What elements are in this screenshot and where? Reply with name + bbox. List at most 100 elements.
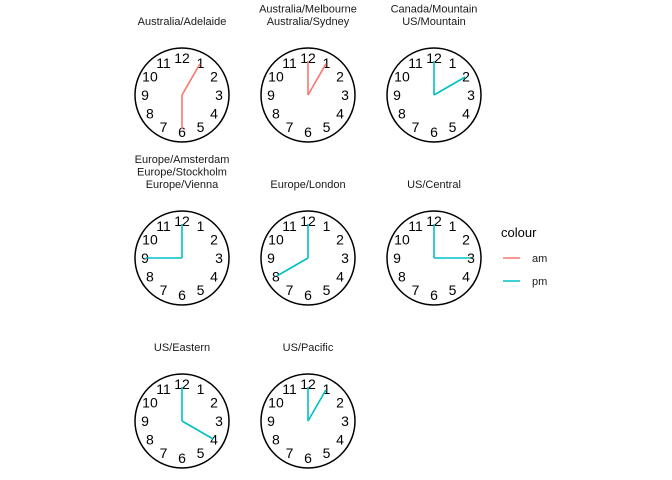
legend: colour am pm: [501, 225, 547, 288]
clock-number: 8: [272, 432, 280, 448]
panel-title-line: US/Central: [407, 179, 461, 191]
clock-number: 12: [300, 50, 316, 66]
clock-number: 2: [210, 232, 218, 248]
clock-number: 12: [174, 376, 190, 392]
clock-number: 3: [215, 250, 223, 266]
clock-number: 9: [141, 413, 149, 429]
clock-number: 7: [160, 282, 168, 298]
clock-number: 10: [142, 395, 158, 411]
clock-number: 5: [323, 119, 331, 135]
clock-number: 2: [210, 69, 218, 85]
clock-number: 8: [272, 106, 280, 122]
clock-number: 8: [146, 432, 154, 448]
legend-title: colour: [501, 225, 537, 240]
clock-number: 7: [160, 119, 168, 135]
clock-number: 1: [197, 381, 205, 397]
panel-title-line: Europe/Stockholm: [137, 167, 227, 179]
clock-number: 3: [215, 413, 223, 429]
panel-title-line: Australia/Melbourne: [259, 4, 357, 16]
panel-title-line: Europe/Amsterdam: [135, 154, 230, 166]
clock-dial: [134, 47, 230, 143]
panel-title-line: Canada/Mountain: [391, 4, 478, 16]
clock-number: 5: [197, 445, 205, 461]
clock-number: 11: [282, 218, 297, 234]
clock-number: 1: [197, 218, 205, 234]
clock-dial: [260, 47, 356, 143]
clock-number: 8: [272, 269, 280, 285]
clock-number: 6: [304, 124, 312, 140]
clock-number: 1: [323, 55, 331, 71]
legend-label: am: [532, 253, 547, 265]
clock-number: 10: [268, 232, 284, 248]
clock-number: 12: [174, 50, 190, 66]
clock-number: 12: [300, 376, 316, 392]
clock-dial: [386, 210, 482, 306]
clock-number: 9: [267, 250, 275, 266]
clock-number: 8: [146, 106, 154, 122]
clock-number: 11: [156, 55, 171, 71]
clock-number: 5: [449, 119, 457, 135]
clock-number: 7: [286, 445, 294, 461]
clock-number: 5: [197, 282, 205, 298]
clock-number: 3: [467, 87, 475, 103]
clock-number: 12: [426, 213, 442, 229]
clock-number: 4: [462, 106, 470, 122]
clock-number: 4: [210, 269, 218, 285]
clock-number: 11: [156, 218, 171, 234]
clock-number: 11: [408, 218, 423, 234]
clock-number: 1: [197, 55, 205, 71]
clock-number: 8: [398, 106, 406, 122]
panel-title-line: Europe/Vienna: [146, 179, 219, 191]
clock-number: 5: [197, 119, 205, 135]
clock-number: 10: [142, 232, 158, 248]
clock-number: 2: [336, 395, 344, 411]
clock-number: 9: [393, 87, 401, 103]
clock-number: 7: [286, 119, 294, 135]
panel-title-line: Europe/London: [270, 179, 345, 191]
clock-number: 7: [286, 282, 294, 298]
clock-number: 9: [267, 413, 275, 429]
clock-number: 9: [267, 87, 275, 103]
clock-number: 4: [336, 269, 344, 285]
clock-number: 11: [282, 381, 297, 397]
clock-number: 2: [336, 69, 344, 85]
legend-label: pm: [532, 276, 547, 288]
clock-dial: [260, 373, 356, 469]
hour-hand: [181, 63, 201, 96]
clock-dial: [134, 373, 230, 469]
clock-number: 10: [268, 395, 284, 411]
hour-hand: [307, 389, 327, 422]
clock-number: 4: [462, 269, 470, 285]
clock-number: 6: [178, 124, 186, 140]
panel-title-line: US/Mountain: [402, 16, 466, 28]
clock-number: 2: [462, 69, 470, 85]
clock-number: 2: [462, 232, 470, 248]
clock-number: 11: [156, 381, 171, 397]
panel-title-line: Australia/Sydney: [267, 16, 350, 28]
clock-number: 10: [394, 69, 410, 85]
clock-number: 4: [210, 106, 218, 122]
hour-hand: [181, 420, 214, 440]
clock-number: 6: [178, 450, 186, 466]
clock-number: 6: [430, 287, 438, 303]
clock-number: 3: [467, 250, 475, 266]
hour-hand: [276, 257, 309, 277]
clock-panel: Europe/AmsterdamEurope/StockholmEurope/V…: [134, 154, 230, 306]
clock-number: 3: [215, 87, 223, 103]
clock-number: 2: [336, 232, 344, 248]
clock-number: 1: [323, 218, 331, 234]
clock-number: 1: [323, 381, 331, 397]
clock-number: 7: [412, 282, 420, 298]
clock-number: 4: [210, 432, 218, 448]
clock-number: 5: [323, 282, 331, 298]
clock-number: 6: [430, 124, 438, 140]
clock-number: 3: [341, 413, 349, 429]
clock-number: 7: [160, 445, 168, 461]
clock-number: 10: [394, 232, 410, 248]
clock-number: 1: [449, 55, 457, 71]
